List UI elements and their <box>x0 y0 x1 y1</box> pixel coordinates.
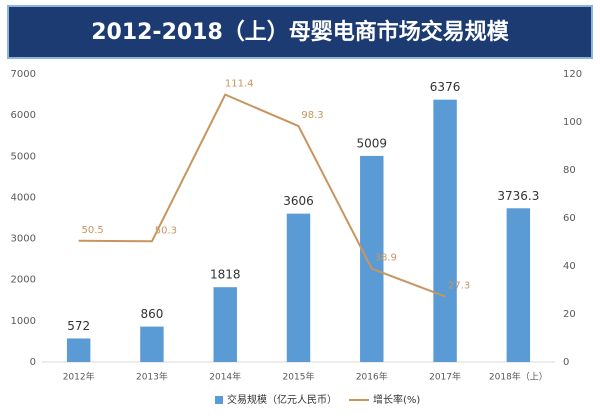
line-value-label: 38.9 <box>375 253 397 264</box>
bar-value-label: 1818 <box>210 268 241 282</box>
bar <box>506 208 531 362</box>
bar-value-label: 6376 <box>430 80 461 94</box>
y2-tick-label: 100 <box>563 117 582 128</box>
chart-title: 2012-2018（上）母婴电商市场交易规模 <box>91 19 510 45</box>
y2-tick-label: 20 <box>563 309 576 320</box>
y-tick-label: 4000 <box>11 192 36 203</box>
line-value-label: 111.4 <box>225 79 254 90</box>
title-banner <box>7 5 593 59</box>
legend-swatch <box>215 396 223 404</box>
x-tick-label: 2017年 <box>429 371 461 383</box>
y2-tick-label: 80 <box>563 165 576 176</box>
bar-value-label: 5009 <box>357 136 388 150</box>
y-tick-label: 7000 <box>11 69 36 80</box>
line-value-label: 98.3 <box>301 110 323 121</box>
x-tick-label: 2016年 <box>356 371 388 383</box>
line-value-label: 50.3 <box>155 225 177 236</box>
x-tick-label: 2013年 <box>136 371 168 383</box>
x-tick-label: 2012年 <box>63 371 95 383</box>
bar <box>213 287 237 362</box>
y2-tick-label: 0 <box>563 357 569 368</box>
legend-label: 增长率(%) <box>373 393 420 406</box>
x-tick-label: 2018年（上） <box>489 371 548 383</box>
bar-value-label: 3606 <box>283 194 314 208</box>
bar <box>286 213 311 362</box>
bar-value-label: 3736.3 <box>497 189 539 203</box>
y2-tick-label: 60 <box>563 213 576 224</box>
bar <box>433 99 457 362</box>
bar-value-label: 572 <box>67 319 90 333</box>
y-tick-label: 6000 <box>11 110 36 121</box>
x-tick-label: 2015年 <box>283 371 315 383</box>
y-tick-label: 3000 <box>11 234 36 245</box>
y-tick-label: 5000 <box>11 151 36 162</box>
y2-tick-label: 120 <box>563 69 582 80</box>
line <box>78 93 446 298</box>
y-tick-label: 0 <box>30 357 36 368</box>
bar-value-label: 860 <box>140 307 163 321</box>
y2-tick-label: 40 <box>563 261 576 272</box>
bar <box>140 326 164 362</box>
line-value-label: 27.3 <box>448 280 470 291</box>
line-value-label: 50.5 <box>82 225 104 236</box>
y-tick-label: 1000 <box>11 316 36 327</box>
x-tick-label: 2014年 <box>209 371 241 383</box>
bar <box>66 338 91 362</box>
legend-label: 交易规模（亿元人民币） <box>227 393 337 406</box>
y-tick-label: 2000 <box>11 275 36 286</box>
bar <box>360 155 384 362</box>
